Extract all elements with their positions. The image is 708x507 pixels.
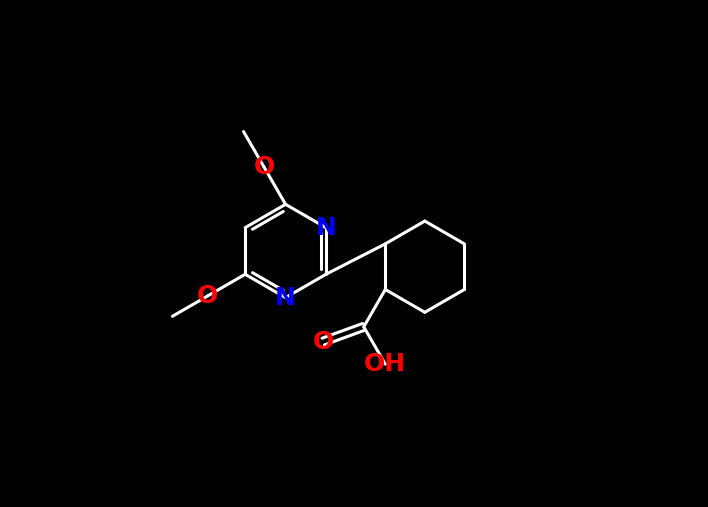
Text: O: O bbox=[198, 284, 219, 308]
Text: N: N bbox=[316, 215, 336, 240]
Text: O: O bbox=[253, 155, 275, 179]
Text: OH: OH bbox=[364, 352, 406, 376]
Text: O: O bbox=[313, 330, 334, 353]
Text: N: N bbox=[275, 285, 296, 310]
